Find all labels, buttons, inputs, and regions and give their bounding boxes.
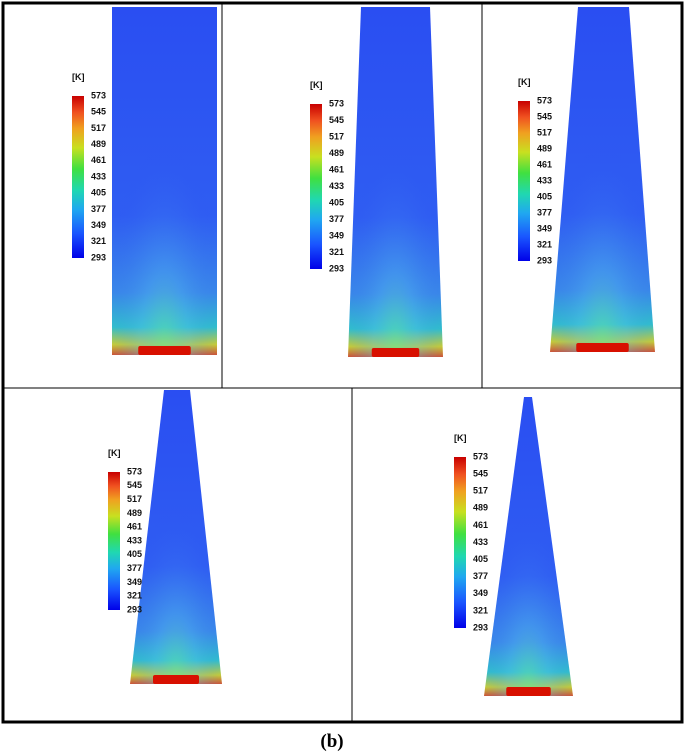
tick-label: 433 [127,535,142,545]
tick-label: 349 [537,223,552,233]
colorbar [310,104,322,269]
tick-label: 545 [91,107,106,117]
tick-label: 489 [91,139,106,149]
frame [1,1,684,724]
tick-label: 405 [329,197,344,207]
tick-label: 405 [473,554,488,564]
tick-label: 545 [329,115,344,125]
unit-label: [K] [518,77,531,87]
tick-label: 293 [127,604,142,614]
tick-label: 405 [537,191,552,201]
tick-label: 573 [127,466,142,476]
tick-label: 377 [329,214,344,224]
tick-label: 321 [537,239,552,249]
tick-label: 293 [473,622,488,632]
tick-label: 293 [91,252,106,262]
tick-label: 349 [329,230,344,240]
tick-label: 461 [537,159,552,169]
tick-label: 461 [329,164,344,174]
tick-label: 321 [91,236,106,246]
tick-label: 517 [537,127,552,137]
tick-label: 433 [473,537,488,547]
tick-label: 405 [127,549,142,559]
plume [348,7,443,357]
tick-label: 545 [127,480,142,490]
tick-label: 433 [91,171,106,181]
tick-label: 517 [127,494,142,504]
tick-label: 461 [473,520,488,530]
plume [112,7,217,355]
heat-source [371,348,420,357]
heat-source [576,343,629,352]
unit-label: [K] [454,433,467,443]
tick-label: 377 [537,207,552,217]
tick-label: 573 [329,98,344,108]
tick-label: 349 [91,220,106,230]
heat-source [506,687,551,696]
tick-label: 321 [329,247,344,257]
tick-label: 517 [473,486,488,496]
tick-label: 545 [473,468,488,478]
tick-label: 489 [473,503,488,513]
tick-label: 377 [91,204,106,214]
colorbar [72,96,84,258]
colorbar [518,101,530,261]
tick-label: 461 [127,522,142,532]
tick-label: 377 [473,571,488,581]
tick-label: 293 [329,263,344,273]
tick-label: 489 [537,143,552,153]
tick-label: 573 [537,95,552,105]
tick-label: 461 [91,155,106,165]
tick-label: 321 [473,605,488,615]
colorbar [108,472,120,610]
plume [550,7,655,352]
tick-label: 545 [537,111,552,121]
tick-label: 321 [127,591,142,601]
plume [484,397,573,696]
tick-label: 433 [537,175,552,185]
caption: (b) [320,731,343,752]
unit-label: [K] [108,448,121,458]
tick-label: 573 [473,451,488,461]
tick-label: 349 [473,588,488,598]
heat-source [138,346,191,355]
tick-label: 377 [127,563,142,573]
tick-label: 349 [127,577,142,587]
unit-label: [K] [72,72,85,82]
heat-source [153,675,199,684]
tick-label: 517 [91,123,106,133]
unit-label: [K] [310,80,323,90]
colorbar [454,457,466,628]
tick-label: 489 [329,148,344,158]
tick-label: 573 [91,90,106,100]
plume [130,390,222,684]
tick-label: 405 [91,188,106,198]
tick-label: 433 [329,181,344,191]
tick-label: 293 [537,255,552,265]
tick-label: 489 [127,508,142,518]
tick-label: 517 [329,131,344,141]
